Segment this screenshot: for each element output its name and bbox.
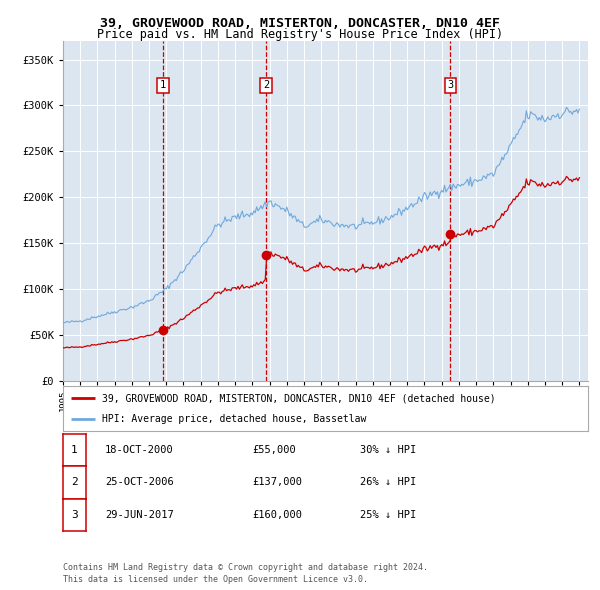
Text: 18-OCT-2000: 18-OCT-2000: [105, 445, 174, 455]
Text: 25% ↓ HPI: 25% ↓ HPI: [360, 510, 416, 520]
Text: Price paid vs. HM Land Registry's House Price Index (HPI): Price paid vs. HM Land Registry's House …: [97, 28, 503, 41]
Text: 2: 2: [263, 80, 269, 90]
Text: This data is licensed under the Open Government Licence v3.0.: This data is licensed under the Open Gov…: [63, 575, 368, 584]
Text: 1: 1: [160, 80, 166, 90]
Text: 2: 2: [71, 477, 78, 487]
Text: HPI: Average price, detached house, Bassetlaw: HPI: Average price, detached house, Bass…: [103, 414, 367, 424]
Text: 39, GROVEWOOD ROAD, MISTERTON, DONCASTER, DN10 4EF: 39, GROVEWOOD ROAD, MISTERTON, DONCASTER…: [100, 17, 500, 30]
Text: Contains HM Land Registry data © Crown copyright and database right 2024.: Contains HM Land Registry data © Crown c…: [63, 563, 428, 572]
Text: 3: 3: [447, 80, 454, 90]
Text: £160,000: £160,000: [252, 510, 302, 520]
Text: 26% ↓ HPI: 26% ↓ HPI: [360, 477, 416, 487]
Text: 29-JUN-2017: 29-JUN-2017: [105, 510, 174, 520]
Text: 3: 3: [71, 510, 78, 520]
Text: 25-OCT-2006: 25-OCT-2006: [105, 477, 174, 487]
Text: £137,000: £137,000: [252, 477, 302, 487]
Text: 30% ↓ HPI: 30% ↓ HPI: [360, 445, 416, 455]
Text: 1: 1: [71, 445, 78, 455]
Text: 39, GROVEWOOD ROAD, MISTERTON, DONCASTER, DN10 4EF (detached house): 39, GROVEWOOD ROAD, MISTERTON, DONCASTER…: [103, 394, 496, 404]
Text: £55,000: £55,000: [252, 445, 296, 455]
